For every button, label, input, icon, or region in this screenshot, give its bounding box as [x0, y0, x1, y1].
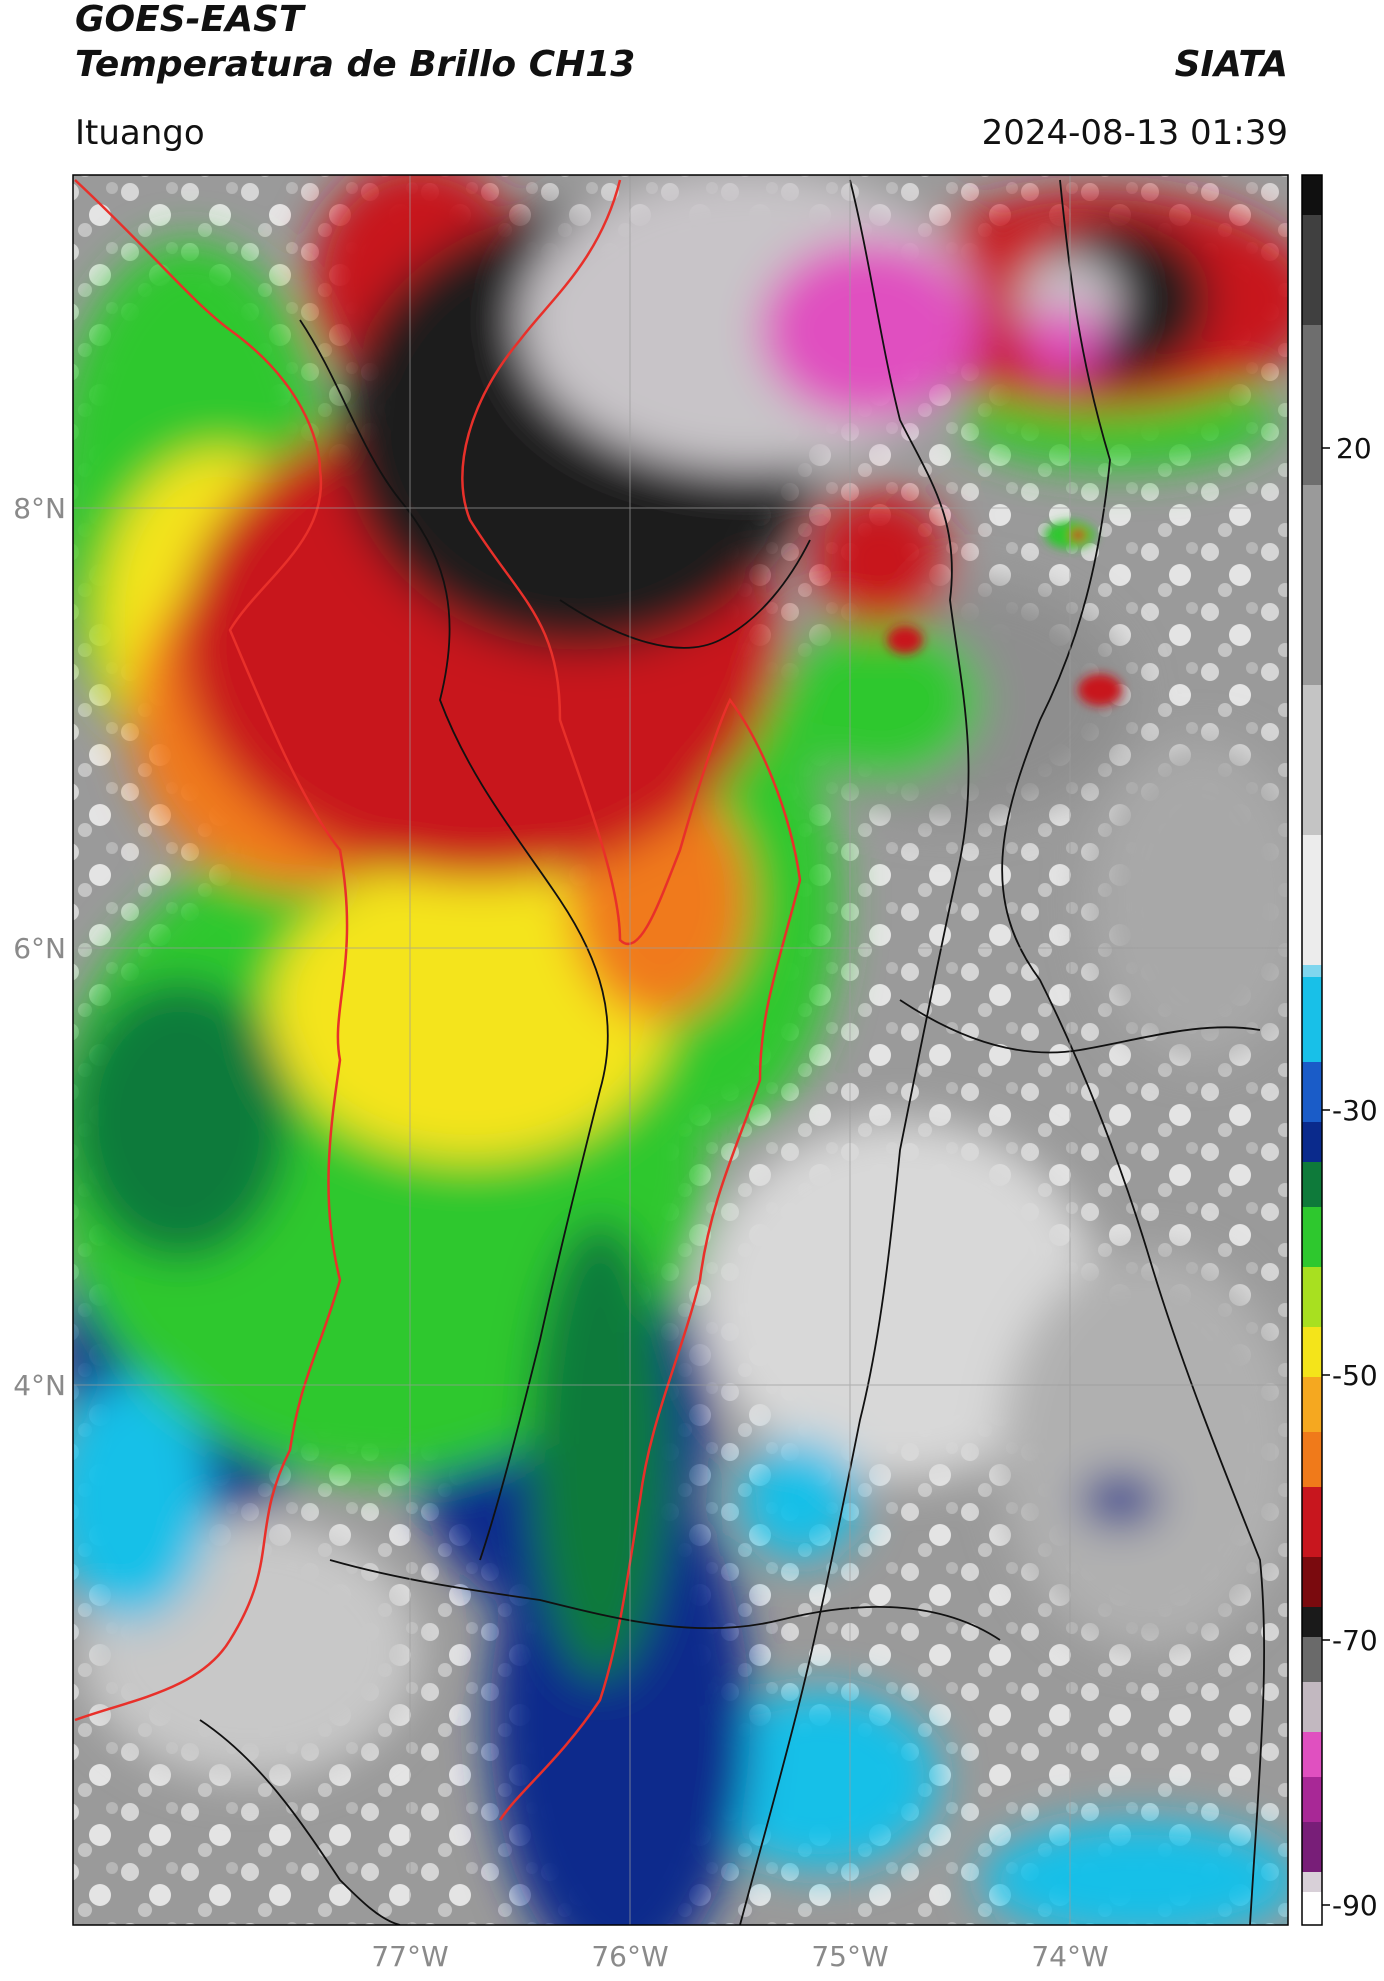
colorbar-ticks: [1322, 447, 1330, 1906]
brightness-temperature-field: [73, 175, 1288, 1925]
product-title: Temperatura de Brillo CH13: [75, 44, 636, 85]
lat-label-4n: 4°N: [13, 1369, 66, 1402]
lat-label-6n: 6°N: [13, 932, 66, 965]
lon-label-76w: 76°W: [591, 1940, 668, 1973]
satellite-title: GOES-EAST: [75, 0, 304, 40]
admin-border-1: [299, 319, 609, 1561]
lon-label-74w: 74°W: [1031, 1940, 1108, 1973]
colorbar-label-minus70: -70: [1332, 1624, 1378, 1657]
colorbar-label-minus90: -90: [1332, 1889, 1378, 1922]
datetime-label: 2024-08-13 01:39: [981, 113, 1288, 153]
colorbar-label-minus50: -50: [1332, 1359, 1378, 1392]
admin-border-2: [739, 179, 970, 1925]
map-frame: [72, 174, 1289, 1926]
brand-label: SIATA: [1174, 44, 1288, 85]
location-label: Ituango: [75, 113, 205, 153]
colorbar-label-minus30: -30: [1332, 1094, 1378, 1127]
colorbar-segments: [1302, 175, 1322, 1925]
lat-label-8n: 8°N: [13, 492, 66, 525]
lon-label-75w: 75°W: [811, 1940, 888, 1973]
boundaries: [74, 179, 1266, 1925]
admin-border-6: [329, 1559, 1001, 1641]
longitude-labels: 77°W 76°W 75°W 74°W: [371, 1940, 1108, 1973]
department-border-red: [461, 179, 802, 1821]
admin-border-5: [899, 999, 1261, 1054]
colorbar-frame: [1301, 174, 1323, 1926]
admin-border-3: [1001, 179, 1266, 1925]
latitude-labels: 8°N 6°N 4°N: [13, 492, 66, 1402]
graticule: [73, 175, 1288, 1925]
coastline: [74, 179, 349, 1722]
colorbar: 20 -30 -50 -70 -90: [1301, 174, 1378, 1926]
admin-border-4: [559, 539, 811, 649]
lon-label-77w: 77°W: [371, 1940, 448, 1973]
admin-border-7: [199, 1719, 401, 1925]
colorbar-label-20: 20: [1336, 432, 1372, 465]
